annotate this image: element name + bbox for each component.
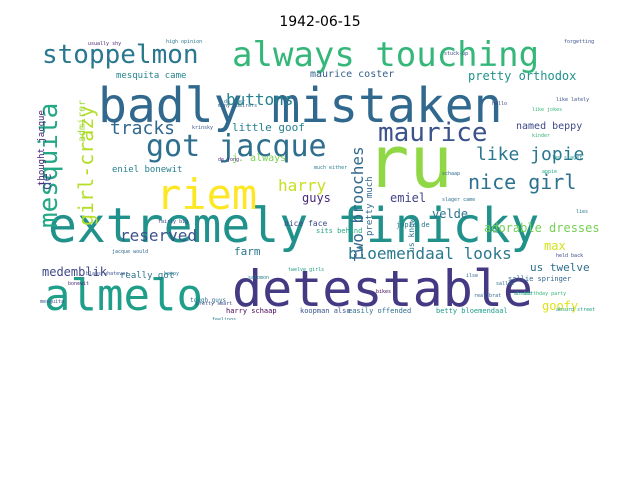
cloud-word: stuck-up bbox=[444, 51, 469, 57]
cloud-word: ru bbox=[366, 120, 453, 204]
cloud-word: bonewit bbox=[68, 281, 90, 287]
cloud-word: nice girl bbox=[468, 170, 577, 194]
cloud-word: hello bbox=[492, 101, 508, 107]
cloud-word: de jong bbox=[218, 157, 240, 163]
cloud-word: mesquita bbox=[40, 299, 65, 305]
cloud-word: de beer bbox=[224, 99, 246, 105]
cloud-word: like jopie bbox=[476, 144, 585, 165]
cloud-word: harry schaap bbox=[226, 307, 277, 315]
cloud-word: beppy bbox=[164, 271, 180, 277]
cloud-word: much either bbox=[314, 165, 348, 171]
cloud-word: really got bbox=[120, 271, 175, 281]
cloud-word: admirer bbox=[77, 99, 88, 142]
cloud-word: lies bbox=[576, 209, 589, 215]
cloud-word: medemblik bbox=[42, 265, 108, 279]
cloud-word: maurice coster bbox=[310, 69, 395, 80]
cloud-word: bikes bbox=[376, 289, 392, 295]
cloud-word: sallie springer bbox=[508, 275, 572, 283]
cloud-word: farm bbox=[234, 245, 261, 258]
cloud-word: feelings bbox=[212, 317, 237, 321]
cloud-word: harry bbox=[278, 176, 327, 195]
cloud-word: tough guys bbox=[190, 297, 227, 304]
cloud-word: thought jacque bbox=[37, 110, 47, 186]
cloud-word: velde bbox=[432, 207, 469, 221]
cloud-word: sallie bbox=[496, 281, 515, 287]
cloud-word: absurd street bbox=[556, 307, 596, 313]
cloud-word: always touching bbox=[232, 36, 540, 75]
cloud-word: fairly big bbox=[158, 219, 189, 225]
cloud-word: many admirers bbox=[218, 103, 258, 109]
cloud-word: koopman also bbox=[300, 307, 351, 315]
cloud-word: stoppelmon bbox=[42, 40, 199, 70]
cloud-word: pretty orthodox bbox=[468, 69, 577, 83]
cloud-word: rob bbox=[490, 229, 500, 235]
cloud-word: bloemendaal looks bbox=[348, 244, 512, 263]
cloud-word: max bbox=[544, 239, 566, 253]
cloud-word: pretty much bbox=[365, 176, 375, 236]
cloud-word: salomon bbox=[248, 275, 270, 281]
cloud-word: reserved bbox=[120, 226, 198, 245]
cloud-word: goofy bbox=[542, 299, 579, 313]
cloud-word: j. always bbox=[232, 153, 287, 164]
cloud-word: tracks bbox=[110, 118, 176, 139]
cloud-word: blabs whatever bbox=[86, 271, 129, 277]
cloud-word: appie bbox=[542, 169, 558, 175]
cloud-word: jacque would bbox=[112, 249, 149, 255]
cloud-word: badly mistaken bbox=[98, 78, 503, 134]
cloud-word: extremely finicky bbox=[48, 198, 540, 254]
cloud-word: usually shy bbox=[88, 41, 122, 47]
chart-title: 1942-06-15 bbox=[279, 14, 361, 30]
cloud-word: nice face bbox=[284, 219, 328, 228]
cloud-word: named beppy bbox=[516, 121, 583, 132]
cloud-word: emiel bbox=[390, 191, 427, 205]
cloud-word: kinder bbox=[532, 133, 551, 139]
cloud-word: riem bbox=[156, 170, 258, 219]
cloud-word: betty bloemendaal bbox=[436, 307, 508, 315]
cloud-word: birthday party bbox=[524, 291, 567, 297]
cloud-word: real brat bbox=[474, 293, 502, 299]
cloud-word: leo slager bbox=[552, 155, 583, 161]
cloud-word: almelo bbox=[44, 270, 203, 320]
cloud-word: pretty smart bbox=[196, 301, 233, 307]
cloud-word: schaap bbox=[442, 171, 461, 177]
cloud-word: held back bbox=[556, 253, 584, 259]
cloud-word: absurd bbox=[514, 291, 533, 297]
cloud-word: adorable dresses bbox=[484, 221, 600, 235]
word-cloud: badly mistaken extremely finicky detestabl… bbox=[36, 36, 604, 320]
cloud-word: krinsky bbox=[192, 125, 214, 131]
cloud-word: jopie de bbox=[396, 221, 430, 229]
cloud-word: detestable bbox=[232, 260, 534, 318]
cloud-word: got jacque bbox=[146, 129, 327, 164]
cloud-word: twelve girls bbox=[288, 267, 325, 273]
cloud-word: high opinion bbox=[166, 39, 203, 45]
cloud-word: slager came bbox=[442, 197, 476, 203]
cloud-word: forgetting bbox=[564, 39, 595, 45]
cloud-word: eniel bonewit bbox=[112, 165, 183, 175]
cloud-word: us twelve bbox=[530, 261, 590, 274]
cloud-word: little goof bbox=[232, 121, 305, 134]
cloud-word: buttons bbox=[226, 90, 294, 109]
cloud-word: ilse bbox=[466, 273, 479, 279]
cloud-word: sits behind bbox=[316, 227, 363, 235]
cloud-word: easily offended bbox=[348, 307, 412, 315]
cloud-word: like jokes bbox=[532, 107, 563, 113]
cloud-word: maurice bbox=[378, 118, 488, 148]
cloud-word: guys bbox=[302, 191, 331, 205]
cloud-word: mesquita came bbox=[116, 71, 187, 81]
cloud-word: like lately bbox=[556, 97, 590, 103]
